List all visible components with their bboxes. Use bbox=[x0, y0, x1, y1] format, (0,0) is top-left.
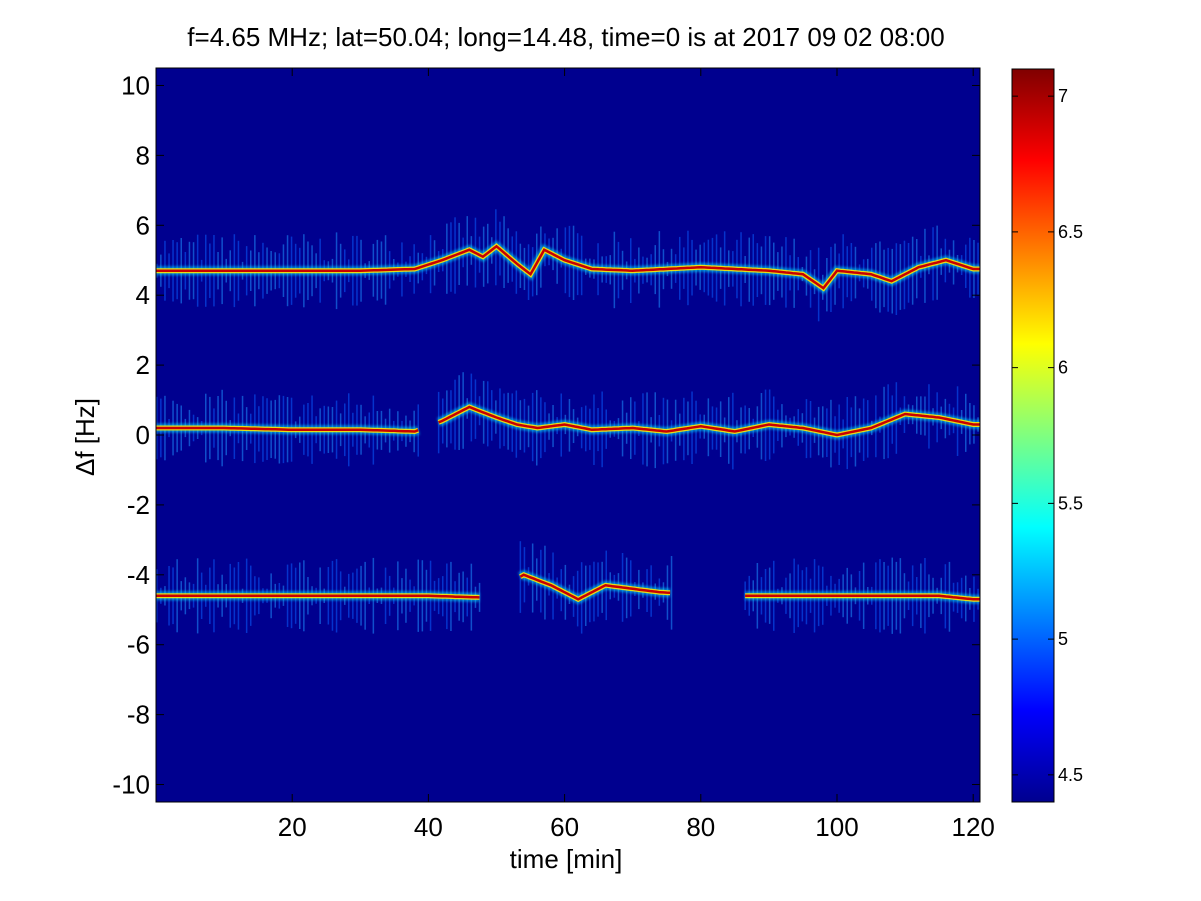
x-tick-label: 60 bbox=[550, 812, 579, 842]
x-tick-label: 20 bbox=[278, 812, 307, 842]
x-axis-ticks: 20 40 60 80 100 120 bbox=[278, 68, 995, 842]
y-tick-label: 10 bbox=[121, 70, 150, 100]
spectral-speckle bbox=[478, 582, 481, 612]
x-tick-label: 80 bbox=[686, 812, 715, 842]
x-axis-label: time [min] bbox=[510, 844, 623, 874]
chart-title: f=4.65 MHz; lat=50.04; long=14.48, time=… bbox=[187, 22, 944, 52]
y-axis-ticks: 10 8 6 4 2 0 -2 -4 -6 -8 -10 bbox=[112, 70, 980, 800]
y-tick-label: 8 bbox=[136, 140, 150, 170]
trace-core bbox=[156, 573, 980, 601]
colorbar-ticks: 7 6.5 6 5.5 5 4.5 bbox=[1012, 86, 1083, 785]
trace-core bbox=[156, 405, 980, 437]
colorbar-tick-label: 5 bbox=[1058, 629, 1068, 649]
y-axis-label: Δf [Hz] bbox=[70, 398, 100, 476]
colorbar bbox=[1011, 68, 1055, 803]
y-tick-label: -8 bbox=[127, 700, 150, 730]
colorbar-tick-label: 6 bbox=[1058, 358, 1068, 378]
y-tick-label: 2 bbox=[136, 350, 150, 380]
heatmap-traces bbox=[156, 209, 980, 634]
trace-core bbox=[156, 244, 980, 290]
y-tick-label: 6 bbox=[136, 210, 150, 240]
y-tick-label: -2 bbox=[127, 490, 150, 520]
y-tick-label: -6 bbox=[127, 630, 150, 660]
y-tick-label: -10 bbox=[112, 770, 150, 800]
x-tick-label: 100 bbox=[815, 812, 858, 842]
y-tick-label: -4 bbox=[127, 560, 150, 590]
spectral-speckle bbox=[437, 391, 440, 454]
x-tick-label: 120 bbox=[951, 812, 994, 842]
colorbar-tick-label: 6.5 bbox=[1058, 222, 1083, 242]
colorbar-tick-label: 5.5 bbox=[1058, 493, 1083, 513]
y-tick-label: 4 bbox=[136, 280, 150, 310]
colorbar-tick-label: 7 bbox=[1058, 86, 1068, 106]
colorbar-tick-label: 4.5 bbox=[1058, 765, 1083, 785]
y-tick-label: 0 bbox=[136, 420, 150, 450]
spectral-speckle bbox=[519, 541, 522, 613]
spectral-speckle bbox=[670, 556, 673, 630]
x-tick-label: 40 bbox=[414, 812, 443, 842]
